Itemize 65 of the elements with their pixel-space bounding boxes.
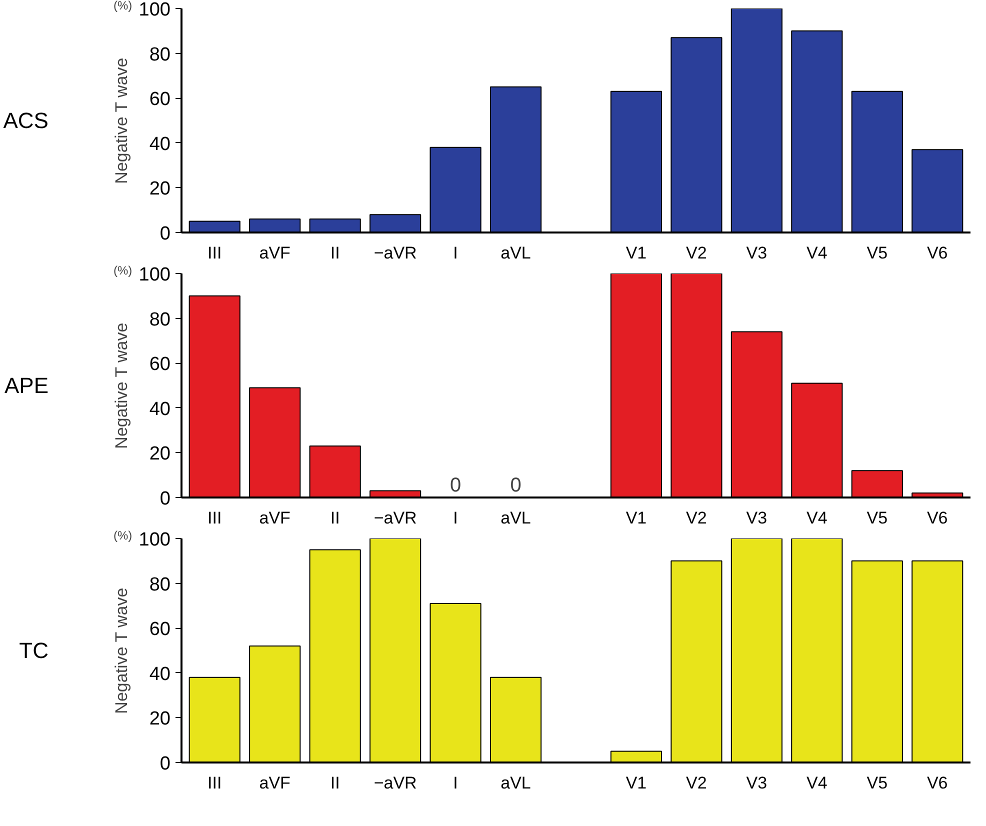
x-tick-label: II (330, 244, 340, 262)
y-tick-label: 100 (138, 530, 170, 550)
x-tick-label: V2 (686, 244, 707, 262)
text: TC (19, 638, 49, 663)
y-tick-label: 80 (149, 574, 171, 596)
x-tick-label: V3 (746, 244, 768, 262)
x-tick-label: aVF (259, 508, 290, 528)
x-tick-label: aVL (500, 244, 531, 262)
y-tick-label: 40 (149, 664, 171, 685)
x-tick-label: aVF (259, 774, 290, 792)
y-tick-label: 100 (138, 264, 170, 286)
x-tick-label: I (453, 774, 458, 792)
x-tick-label: V5 (866, 774, 888, 792)
x-tick-label: V6 (926, 508, 948, 528)
x-tick-label: −aVR (374, 774, 417, 792)
x-tick-label: V5 (866, 244, 888, 262)
text: (%) (114, 0, 132, 12)
y-tick-label: 20 (149, 444, 171, 465)
x-tick-label: V6 (926, 244, 948, 262)
x-tick-label: V1 (626, 774, 647, 792)
y-axis-title: Negative T wave (112, 588, 131, 714)
x-tick-label: V1 (626, 508, 647, 528)
x-tick-label: aVL (500, 774, 531, 792)
y-tick-label: 40 (149, 398, 171, 420)
y-axis-title: Negative T wave (112, 322, 131, 449)
x-tick-label: V4 (806, 244, 828, 262)
x-tick-label: III (208, 244, 222, 262)
x-tick-label: aVF (259, 244, 290, 262)
x-tick-label: aVL (500, 508, 531, 528)
y-axis-title: Negative T wave (112, 58, 131, 184)
y-tick-label: 0 (160, 488, 171, 510)
data-label: 0 (450, 474, 462, 496)
x-tick-label: III (208, 508, 222, 528)
data-label: 0 (510, 474, 522, 496)
x-tick-label: V2 (686, 774, 707, 792)
x-tick-label: V3 (746, 508, 768, 528)
x-tick-label: I (453, 508, 458, 528)
y-tick-label: 60 (149, 619, 171, 640)
y-tick-label: 0 (160, 224, 171, 244)
x-tick-label: V1 (626, 244, 647, 262)
x-tick-label: I (453, 244, 458, 262)
text: APE (4, 373, 49, 398)
x-tick-label: −aVR (374, 244, 417, 262)
x-tick-label: V4 (806, 774, 828, 792)
x-tick-label: III (208, 774, 222, 792)
x-tick-label: V6 (926, 774, 948, 792)
y-tick-label: 60 (149, 354, 171, 376)
y-tick-label: 100 (138, 0, 170, 20)
y-tick-label: 20 (149, 178, 171, 200)
x-tick-label: V5 (866, 508, 888, 528)
text: (%) (114, 528, 132, 542)
x-tick-label: II (330, 774, 340, 792)
text: (%) (114, 264, 132, 278)
y-tick-label: 80 (149, 309, 171, 330)
x-tick-label: V2 (686, 508, 707, 528)
y-tick-label: 60 (149, 89, 171, 110)
y-tick-label: 40 (149, 134, 171, 155)
x-tick-label: II (330, 508, 340, 528)
x-tick-label: V4 (806, 508, 828, 528)
y-tick-label: 20 (149, 708, 171, 730)
x-tick-label: V3 (746, 774, 768, 792)
x-tick-label: −aVR (374, 508, 417, 528)
text: ACS (3, 108, 49, 133)
y-tick-label: 0 (160, 754, 171, 774)
y-tick-label: 80 (149, 44, 171, 66)
